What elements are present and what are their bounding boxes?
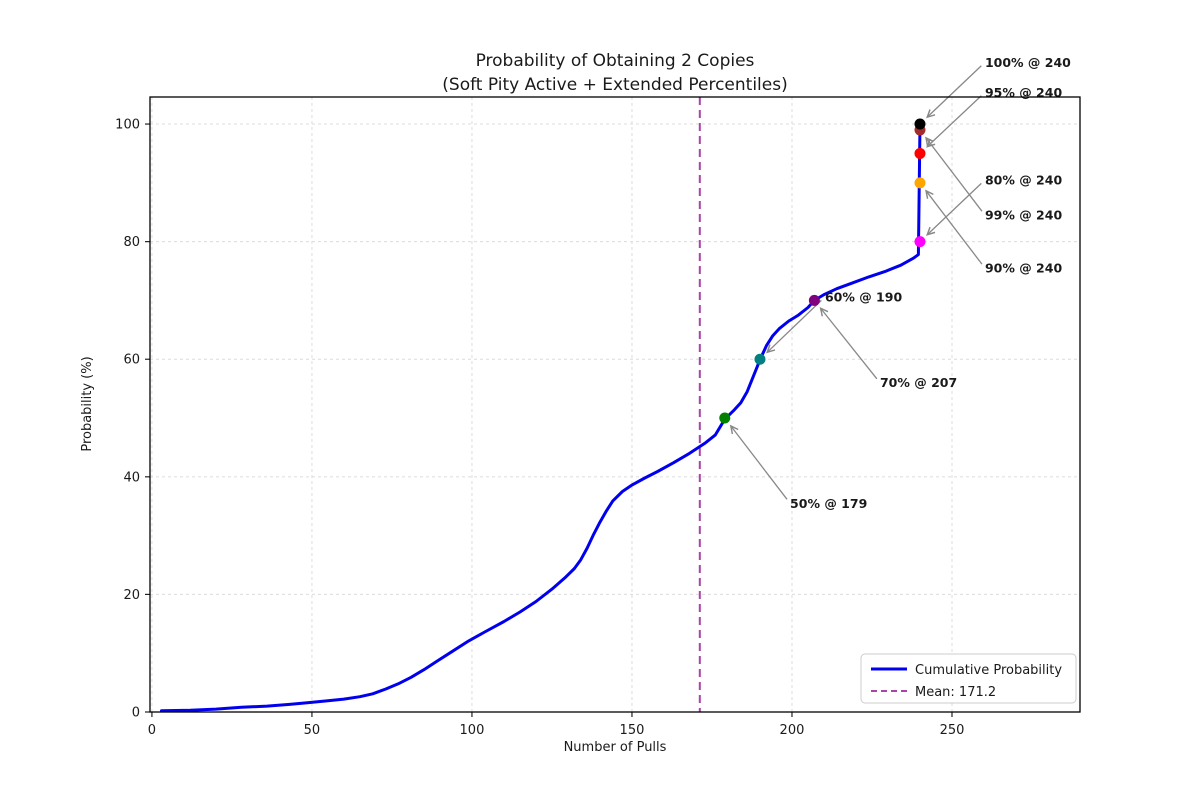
- legend: Cumulative Probability Mean: 171.2: [860, 653, 1077, 704]
- y-axis-label: Probability (%): [80, 356, 95, 451]
- annotation-arrow: [731, 426, 788, 500]
- annotation-label: 70% @ 207: [880, 375, 957, 390]
- annotation-arrow: [927, 95, 982, 147]
- y-tick-label: 0: [132, 706, 140, 721]
- y-tick-label: 100: [115, 118, 140, 133]
- annotation-label: 90% @ 240: [985, 261, 1063, 276]
- chart-subtitle: (Soft Pity Active + Extended Percentiles…: [442, 75, 787, 95]
- legend-label-cumulative: Cumulative Probability: [915, 663, 1062, 678]
- y-tick-label: 60: [123, 353, 140, 368]
- plot-area: 50% @ 179 60% @ 190 70% @ 207 80% @ 240 90% …: [115, 55, 1080, 738]
- cumulative-probability-line: [160, 122, 922, 713]
- annotation-label: 60% @ 190: [825, 289, 903, 304]
- x-tick-label: 200: [780, 723, 805, 738]
- annotation-label: 100% @ 240: [985, 55, 1071, 70]
- annotation-label: 95% @ 240: [985, 85, 1063, 100]
- annotation-label: 80% @ 240: [985, 172, 1063, 187]
- percentile-dot: [914, 147, 926, 159]
- y-tick-label: 40: [123, 470, 140, 485]
- annotation-label: 50% @ 179: [790, 496, 867, 511]
- x-tick-label: 250: [940, 723, 965, 738]
- annotation-arrow: [821, 308, 878, 380]
- legend-box: [860, 653, 1077, 704]
- y-tick-label: 20: [123, 588, 140, 603]
- annotation-arrow: [927, 65, 982, 117]
- x-tick-label: 0: [148, 723, 156, 738]
- percentile-dot: [914, 236, 926, 248]
- annotation-label: 99% @ 240: [985, 208, 1063, 223]
- percentile-dot: [808, 294, 820, 306]
- legend-label-mean: Mean: 171.2: [915, 685, 996, 700]
- annotation-arrow: [767, 299, 822, 352]
- annotation-arrow: [927, 182, 982, 234]
- percentile-dot: [719, 412, 731, 424]
- chart-title: Probability of Obtaining 2 Copies: [476, 51, 755, 71]
- percentile-dot: [754, 353, 766, 365]
- axes-frame: [149, 96, 1081, 713]
- annotation-arrow: [926, 191, 983, 265]
- y-tick-label: 80: [123, 235, 140, 250]
- x-tick-label: 150: [620, 723, 645, 738]
- x-tick-label: 100: [460, 723, 485, 738]
- percentile-dot: [914, 177, 926, 189]
- annotation-arrow: [926, 138, 983, 212]
- percentile-dot: [914, 118, 926, 130]
- x-tick-label: 50: [304, 723, 321, 738]
- x-axis-label: Number of Pulls: [564, 740, 667, 755]
